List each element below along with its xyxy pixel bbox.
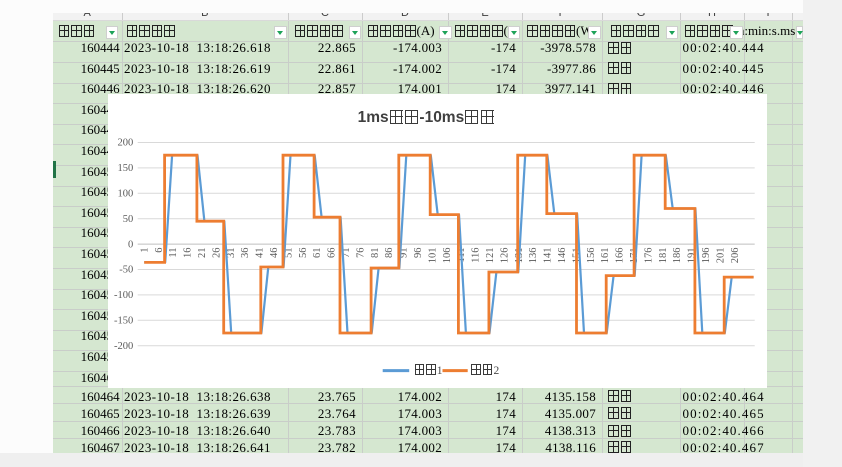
svg-text:11: 11 (168, 248, 179, 258)
svg-text:96: 96 (413, 248, 424, 259)
svg-text:146: 146 (557, 248, 568, 264)
svg-text:106: 106 (442, 248, 453, 264)
svg-text:201: 201 (716, 248, 727, 264)
svg-text:41: 41 (255, 248, 266, 259)
svg-text:186: 186 (672, 248, 683, 264)
svg-text:116: 116 (471, 248, 482, 263)
svg-text:31: 31 (226, 248, 237, 259)
svg-text:21: 21 (197, 248, 208, 259)
svg-text:-50: -50 (119, 265, 133, 276)
svg-text:191: 191 (687, 248, 698, 264)
svg-text:36: 36 (240, 248, 251, 259)
svg-text:6: 6 (154, 248, 165, 253)
svg-text:161: 161 (600, 248, 611, 264)
svg-text:150: 150 (118, 163, 134, 174)
svg-text:176: 176 (644, 248, 655, 264)
svg-text:-150: -150 (114, 316, 133, 327)
svg-text:166: 166 (615, 248, 626, 264)
svg-text:196: 196 (701, 248, 712, 264)
svg-text:181: 181 (658, 248, 669, 264)
svg-text:100: 100 (118, 189, 134, 200)
svg-text:101: 101 (428, 248, 439, 264)
svg-text:136: 136 (528, 248, 539, 264)
svg-text:141: 141 (543, 248, 554, 264)
svg-text:121: 121 (485, 248, 496, 264)
svg-text:0: 0 (128, 239, 133, 250)
svg-text:86: 86 (384, 248, 395, 259)
svg-text:76: 76 (356, 248, 367, 259)
svg-text:91: 91 (399, 248, 410, 259)
svg-text:156: 156 (586, 248, 597, 264)
svg-text:-200: -200 (114, 341, 133, 352)
svg-text:16: 16 (183, 248, 194, 259)
svg-text:56: 56 (298, 248, 309, 259)
svg-text:1: 1 (140, 248, 151, 253)
svg-text:51: 51 (284, 248, 295, 259)
svg-text:71: 71 (341, 248, 352, 259)
svg-text:66: 66 (327, 248, 338, 259)
svg-text:50: 50 (123, 214, 134, 225)
svg-text:26: 26 (212, 248, 223, 259)
svg-text:61: 61 (312, 248, 323, 259)
svg-text:206: 206 (730, 248, 741, 264)
svg-text:81: 81 (370, 248, 381, 259)
svg-text:46: 46 (269, 248, 280, 259)
svg-text:200: 200 (118, 138, 134, 149)
svg-text:126: 126 (500, 248, 511, 264)
svg-text:-100: -100 (114, 290, 133, 301)
